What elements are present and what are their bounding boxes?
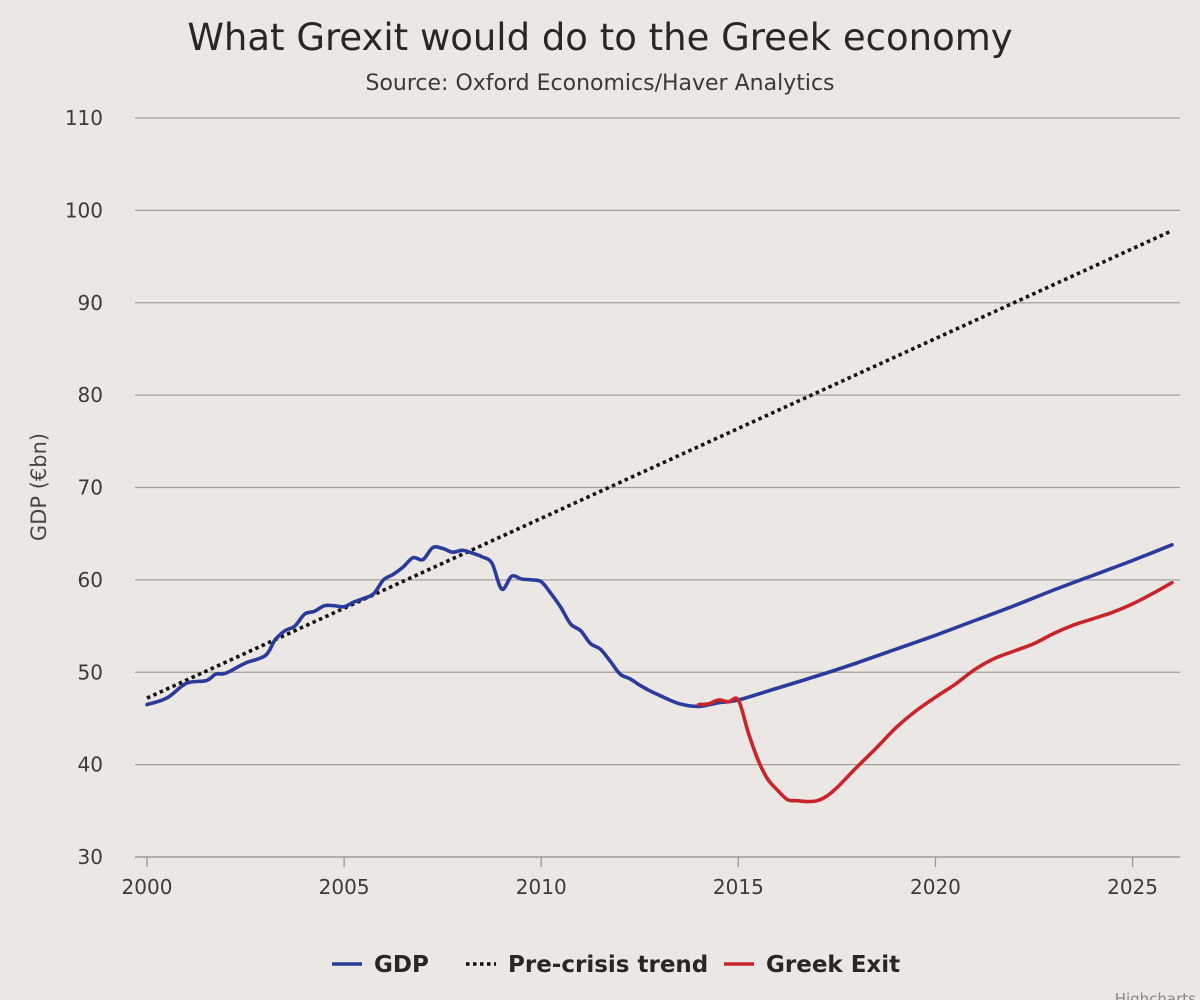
y-tick-label-90: 90 [78, 291, 103, 315]
x-axis: 2000 2005 2010 2015 2020 2025 [122, 856, 1180, 899]
y-axis: 30 40 50 60 70 80 90 100 110 [65, 106, 103, 869]
y-tick-label-40: 40 [78, 753, 103, 777]
legend-item-gdp[interactable]: GDP [332, 952, 429, 978]
legend: GDP Pre-crisis trend Greek Exit [332, 952, 900, 978]
legend-label-gdp: GDP [374, 952, 429, 978]
credits-label: Highcharts [1115, 990, 1196, 1000]
legend-label-pre-crisis-trend: Pre-crisis trend [508, 952, 708, 978]
x-tick-label-2005: 2005 [319, 875, 370, 899]
y-tick-label-60: 60 [78, 568, 103, 592]
y-axis-label: GDP (€bn) [27, 433, 51, 541]
chart-subtitle: Source: Oxford Economics/Haver Analytics [365, 71, 834, 96]
legend-item-greek-exit[interactable]: Greek Exit [724, 952, 900, 978]
y-tick-label-30: 30 [78, 845, 103, 869]
legend-item-pre-crisis-trend[interactable]: Pre-crisis trend [466, 952, 708, 978]
y-tick-label-70: 70 [78, 476, 103, 500]
series-line-greek-exit [697, 580, 1174, 804]
series-line-pre-crisis-trend [146, 229, 1173, 700]
x-tick-label-2015: 2015 [713, 875, 764, 899]
x-tick-label-2020: 2020 [910, 875, 961, 899]
x-tick-label-2025: 2025 [1107, 875, 1158, 899]
y-tick-label-80: 80 [78, 383, 103, 407]
gridlines [135, 117, 1180, 858]
series-line-gdp [145, 543, 1174, 709]
y-tick-label-100: 100 [65, 198, 103, 222]
y-tick-label-110: 110 [65, 106, 103, 130]
plot-series [145, 229, 1174, 804]
y-tick-label-50: 50 [78, 660, 103, 684]
chart-title: What Grexit would do to the Greek econom… [187, 16, 1012, 59]
x-tick-label-2010: 2010 [516, 875, 567, 899]
x-tick-label-2000: 2000 [122, 875, 173, 899]
legend-label-greek-exit: Greek Exit [766, 952, 900, 978]
